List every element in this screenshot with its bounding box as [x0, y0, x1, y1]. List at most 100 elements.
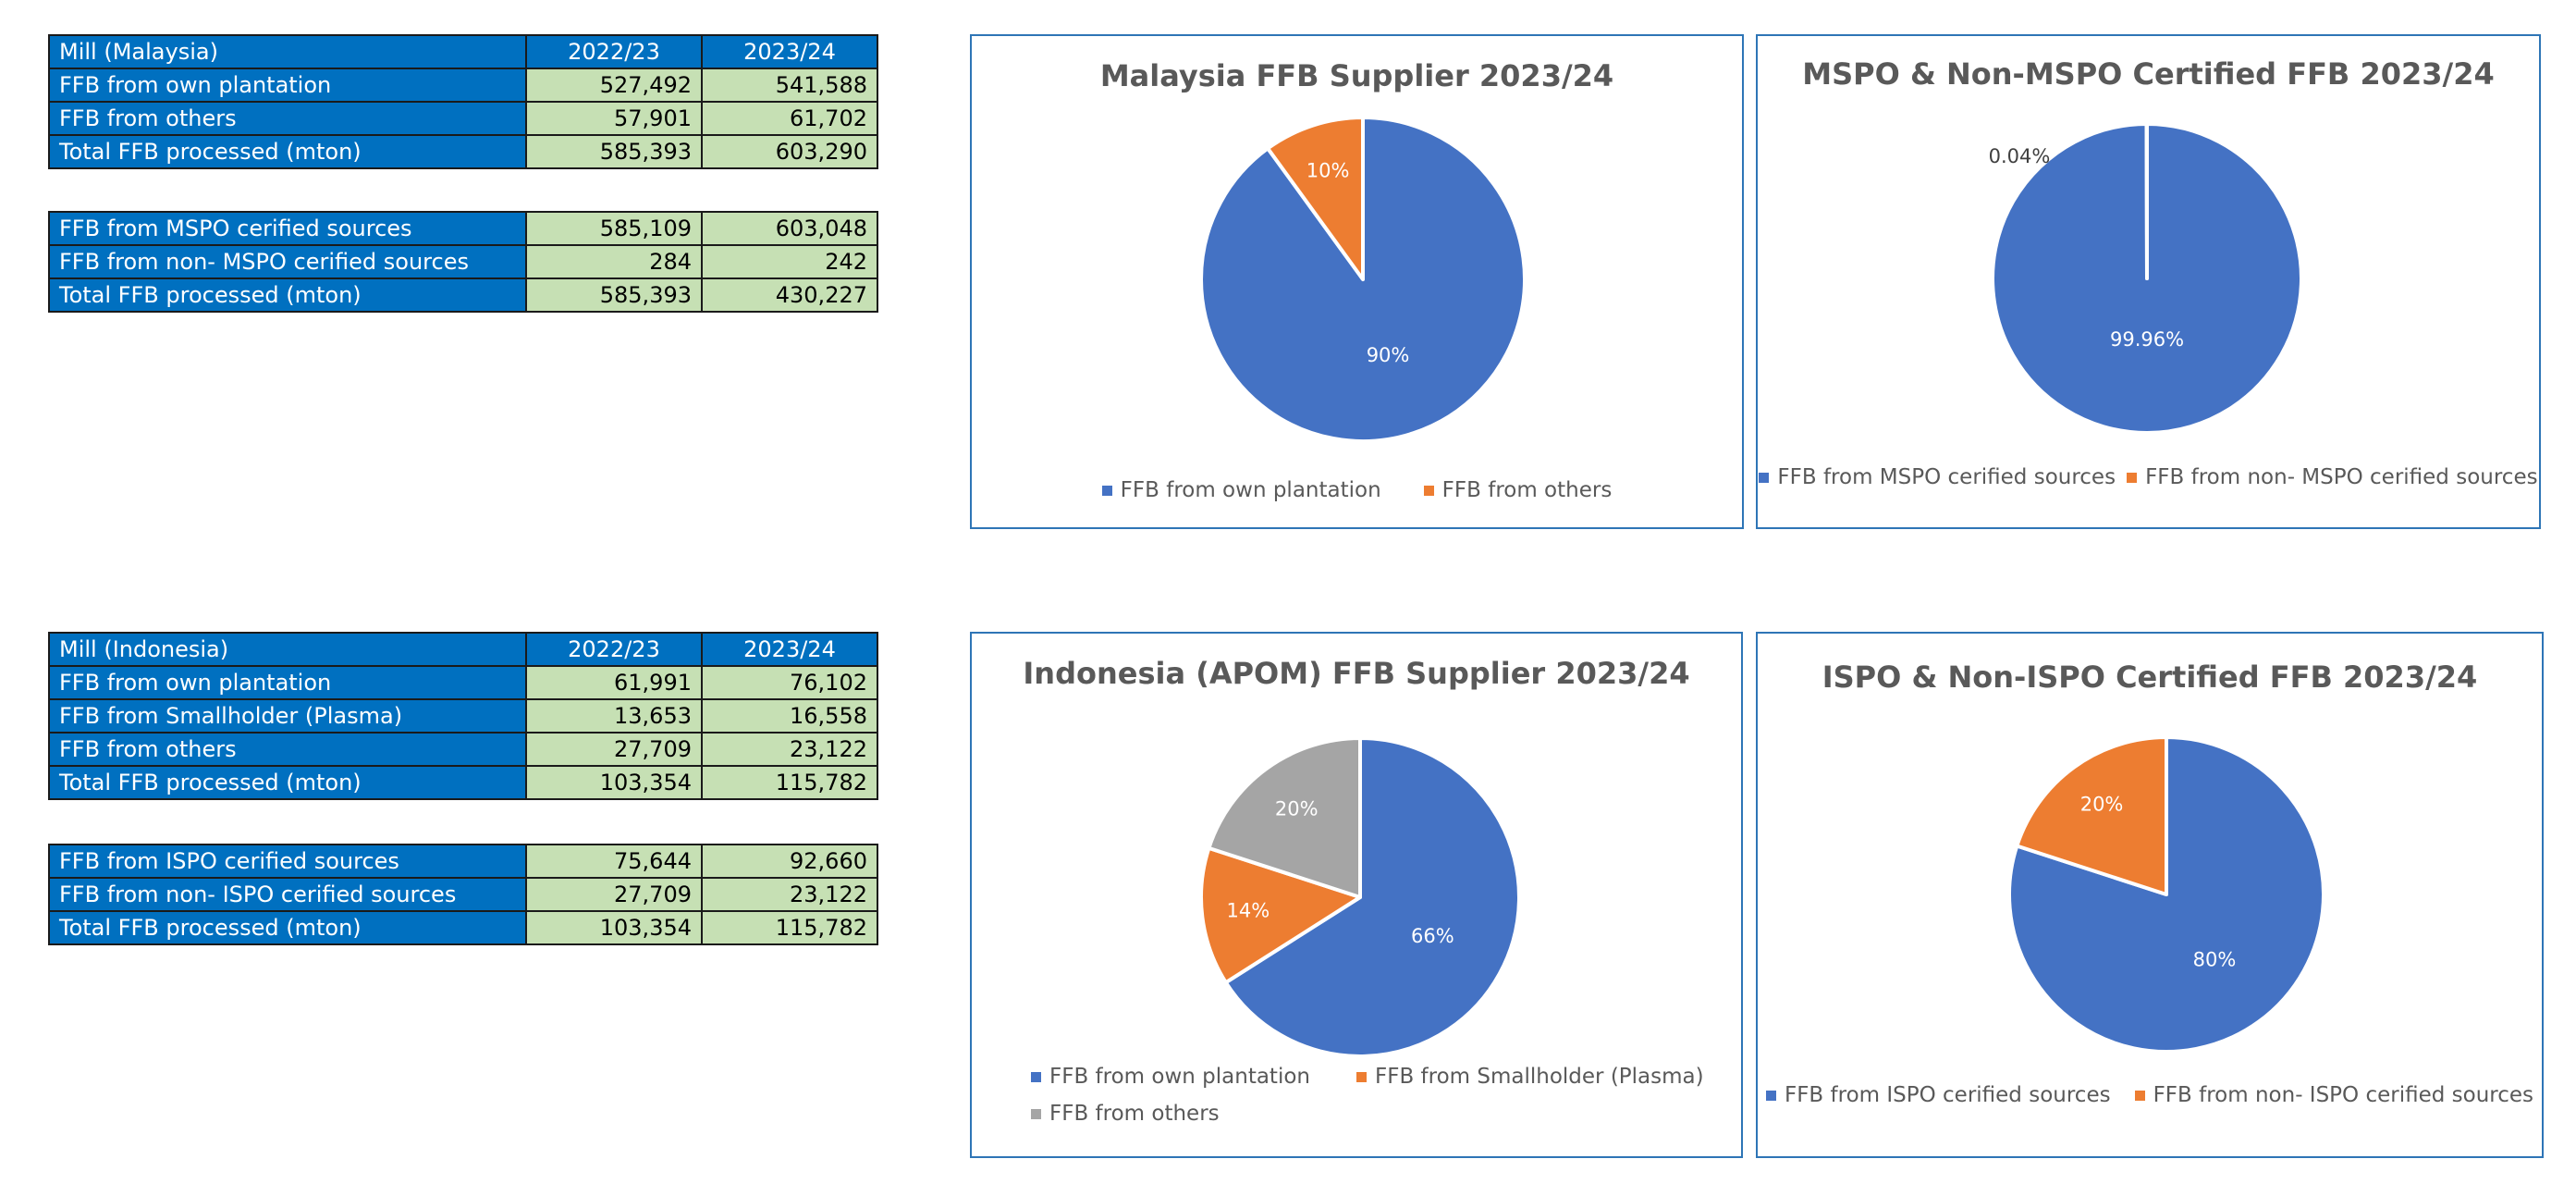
data-label: 20% — [2080, 794, 2124, 816]
row-label-cell: FFB from own plantation — [48, 68, 527, 103]
chart-title: MSPO & Non-MSPO Certified FFB 2023/24 — [1802, 56, 2495, 92]
year-header-cell: 2023/24 — [701, 34, 878, 69]
row-label-cell: FFB from ISPO cerified sources — [48, 844, 527, 879]
value-cell: 527,492 — [525, 68, 703, 103]
legend-item: FFB from own plantation — [1101, 478, 1381, 502]
chart-legend: FFB from own plantation FFB from others — [972, 478, 1742, 502]
chart-legend: FFB from ISPO cerified sources FFB from n… — [1758, 1083, 2542, 1107]
value-cell: 242 — [701, 244, 878, 279]
row-label-cell: Total FFB processed (mton) — [48, 277, 527, 313]
value-cell: 13,653 — [525, 698, 703, 734]
table-row: Total FFB processed (mton) 585,393 603,290 — [48, 134, 878, 169]
row-label-cell: FFB from non- ISPO cerified sources — [48, 877, 527, 912]
legend-label: FFB from non- MSPO cerified sources — [2145, 465, 2538, 489]
table-row: FFB from non- MSPO cerified sources 284 24… — [48, 244, 878, 279]
value-cell: 23,122 — [701, 877, 878, 912]
value-cell: 75,644 — [525, 844, 703, 879]
table-row: Total FFB processed (mton) 585,393 430,227 — [48, 277, 878, 313]
indonesia-supplier-chart: Indonesia (APOM) FFB Supplier 2023/24 66… — [970, 632, 1743, 1158]
legend-label: FFB from Smallholder (Plasma) — [1375, 1065, 1704, 1089]
data-label: 99.96% — [2110, 328, 2184, 351]
row-label-cell: FFB from own plantation — [48, 665, 527, 700]
legend-label: FFB from others — [1049, 1102, 1220, 1126]
value-cell: 115,782 — [701, 910, 878, 945]
row-label-cell: Total FFB processed (mton) — [48, 910, 527, 945]
legend-item: FFB from non- MSPO cerified sources — [2127, 465, 2538, 489]
malaysia-supply-table: Mill (Malaysia) 2022/23 2023/24 FFB from ow… — [48, 34, 878, 169]
table-row: FFB from others 57,901 61,702 — [48, 101, 878, 136]
legend-label: FFB from own plantation — [1049, 1065, 1310, 1089]
value-cell: 16,558 — [701, 698, 878, 734]
row-label-cell: FFB from Smallholder (Plasma) — [48, 698, 527, 734]
ispo-certified-chart: ISPO & Non-ISPO Certified FFB 2023/24 80… — [1756, 632, 2544, 1158]
pie-plot: 80% 20% — [2007, 735, 2325, 1054]
table-title-cell: Mill (Malaysia) — [48, 34, 527, 69]
table-row: FFB from MSPO cerified sources 585,109 603… — [48, 211, 878, 246]
value-cell: 23,122 — [701, 732, 878, 767]
pie-plot: 90% 10% — [1199, 116, 1527, 443]
mspo-certified-chart: MSPO & Non-MSPO Certified FFB 2023/24 99… — [1756, 34, 2541, 529]
row-label-cell: FFB from non- MSPO cerified sources — [48, 244, 527, 279]
pie-plot: 66% 14% 20% — [1199, 736, 1521, 1058]
malaysia-certification-table: FFB from MSPO cerified sources 585,109 603… — [48, 211, 878, 313]
value-cell: 61,991 — [525, 665, 703, 700]
year-header-cell: 2022/23 — [525, 34, 703, 69]
value-cell: 541,588 — [701, 68, 878, 103]
indonesia-supply-table: Mill (Indonesia) 2022/23 2023/24 FFB from o… — [48, 632, 878, 800]
row-label-cell: FFB from others — [48, 101, 527, 136]
legend-item: FFB from non- ISPO cerified sources — [2134, 1083, 2534, 1107]
value-cell: 57,901 — [525, 101, 703, 136]
table-row: FFB from Smallholder (Plasma) 13,653 16,55… — [48, 698, 878, 734]
pie-slice-ffb-from-others — [1207, 736, 1362, 899]
pie-plot: 99.96% 0.04% — [1989, 121, 2303, 435]
value-cell: 27,709 — [525, 877, 703, 912]
chart-legend: FFB from MSPO cerified sources FFB from n… — [1758, 465, 2539, 489]
data-label: 14% — [1226, 899, 1270, 921]
row-label-cell: FFB from MSPO cerified sources — [48, 211, 527, 246]
value-cell: 76,102 — [701, 665, 878, 700]
legend-label: FFB from MSPO cerified sources — [1777, 465, 2116, 489]
legend-label: FFB from others — [1441, 478, 1613, 502]
legend-item: FFB from own plantation — [1031, 1065, 1310, 1089]
legend-item: FFB from ISPO cerified sources — [1765, 1083, 2111, 1107]
value-cell: 603,290 — [701, 134, 878, 169]
value-cell: 430,227 — [701, 277, 878, 313]
table-row: Total FFB processed (mton) 103,354 115,782 — [48, 765, 878, 800]
legend-label: FFB from own plantation — [1120, 478, 1381, 502]
data-label: 90% — [1367, 344, 1410, 366]
table-row: FFB from ISPO cerified sources 75,644 92,6… — [48, 844, 878, 879]
table-row: Total FFB processed (mton) 103,354 115,782 — [48, 910, 878, 945]
row-label-cell: Total FFB processed (mton) — [48, 134, 527, 169]
value-cell: 115,782 — [701, 765, 878, 800]
table-title-cell: Mill (Indonesia) — [48, 632, 527, 667]
value-cell: 61,702 — [701, 101, 878, 136]
year-header-cell: 2023/24 — [701, 632, 878, 667]
legend-item: FFB from others — [1423, 478, 1613, 502]
row-label-cell: FFB from others — [48, 732, 527, 767]
year-header-cell: 2022/23 — [525, 632, 703, 667]
data-label: 80% — [2193, 949, 2237, 971]
legend-swatch — [1101, 485, 1112, 496]
legend-label: FFB from non- ISPO cerified sources — [2153, 1083, 2534, 1107]
value-cell: 27,709 — [525, 732, 703, 767]
chart-legend: FFB from own plantation FFB from Smallhol… — [972, 1065, 1741, 1126]
data-label: 20% — [1275, 797, 1319, 820]
value-cell: 103,354 — [525, 765, 703, 800]
data-label: 0.04% — [1989, 145, 2051, 167]
legend-swatch — [2127, 472, 2138, 483]
pie-slice-ffb-from-ispo-cerified-sources — [2007, 735, 2325, 1054]
pie-slice-ffb-from-smallholder-plasma — [1199, 845, 1362, 985]
legend-swatch — [1765, 1090, 1776, 1101]
chart-title: Indonesia (APOM) FFB Supplier 2023/24 — [1023, 656, 1690, 691]
legend-item: FFB from others — [1031, 1102, 1220, 1126]
table-row: FFB from own plantation 527,492 541,588 — [48, 68, 878, 103]
legend-item: FFB from Smallholder (Plasma) — [1356, 1065, 1704, 1089]
value-cell: 284 — [525, 244, 703, 279]
row-label-cell: Total FFB processed (mton) — [48, 765, 527, 800]
value-cell: 585,393 — [525, 134, 703, 169]
value-cell: 585,109 — [525, 211, 703, 246]
legend-swatch — [2134, 1090, 2145, 1101]
malaysia-supplier-chart: Malaysia FFB Supplier 2023/24 90% 10% FFB… — [970, 34, 1744, 529]
value-cell: 92,660 — [701, 844, 878, 879]
pie-slice-ffb-from-non-ispo-cerified-sources — [2015, 735, 2168, 896]
